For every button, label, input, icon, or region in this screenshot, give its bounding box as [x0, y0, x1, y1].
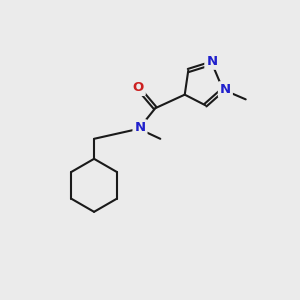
Text: N: N [206, 55, 218, 68]
Text: N: N [134, 121, 146, 134]
Text: N: N [220, 83, 231, 96]
Text: O: O [133, 81, 144, 94]
